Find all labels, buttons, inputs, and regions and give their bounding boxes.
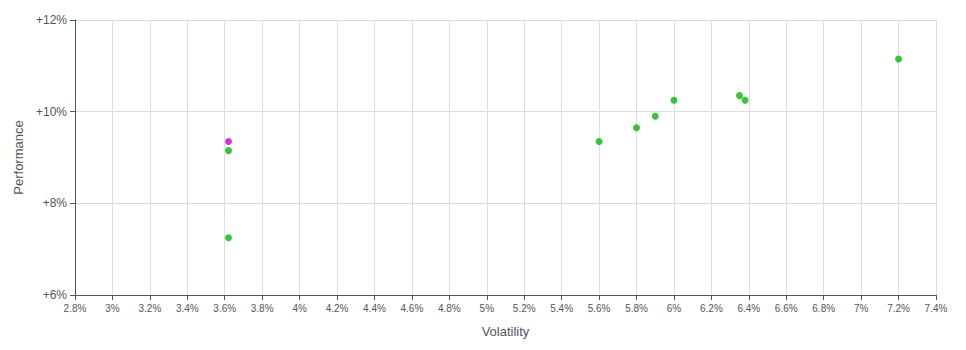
svg-text:+12%: +12% (36, 13, 67, 27)
svg-text:5%: 5% (480, 303, 495, 314)
svg-text:3.4%: 3.4% (176, 303, 199, 314)
svg-text:5.6%: 5.6% (588, 303, 611, 314)
svg-text:6.6%: 6.6% (775, 303, 798, 314)
svg-text:5.2%: 5.2% (513, 303, 536, 314)
svg-text:4.4%: 4.4% (363, 303, 386, 314)
svg-text:6.8%: 6.8% (812, 303, 835, 314)
svg-text:7.2%: 7.2% (887, 303, 910, 314)
svg-text:2.8%: 2.8% (64, 303, 87, 314)
svg-text:6%: 6% (667, 303, 682, 314)
svg-text:Performance: Performance (11, 120, 26, 194)
svg-text:6.4%: 6.4% (737, 303, 760, 314)
svg-text:4%: 4% (292, 303, 307, 314)
svg-text:3.6%: 3.6% (213, 303, 236, 314)
svg-text:+6%: +6% (43, 288, 68, 302)
svg-text:+10%: +10% (36, 105, 67, 119)
svg-text:5.4%: 5.4% (550, 303, 573, 314)
svg-text:4.8%: 4.8% (438, 303, 461, 314)
svg-text:7%: 7% (854, 303, 869, 314)
svg-text:6.2%: 6.2% (700, 303, 723, 314)
svg-text:3%: 3% (105, 303, 120, 314)
svg-text:+8%: +8% (43, 196, 68, 210)
svg-text:3.8%: 3.8% (251, 303, 274, 314)
svg-text:3.2%: 3.2% (138, 303, 161, 314)
svg-text:Volatility: Volatility (482, 324, 530, 339)
svg-text:4.2%: 4.2% (326, 303, 349, 314)
svg-text:7.4%: 7.4% (925, 303, 948, 314)
svg-text:4.6%: 4.6% (401, 303, 424, 314)
svg-text:5.8%: 5.8% (625, 303, 648, 314)
